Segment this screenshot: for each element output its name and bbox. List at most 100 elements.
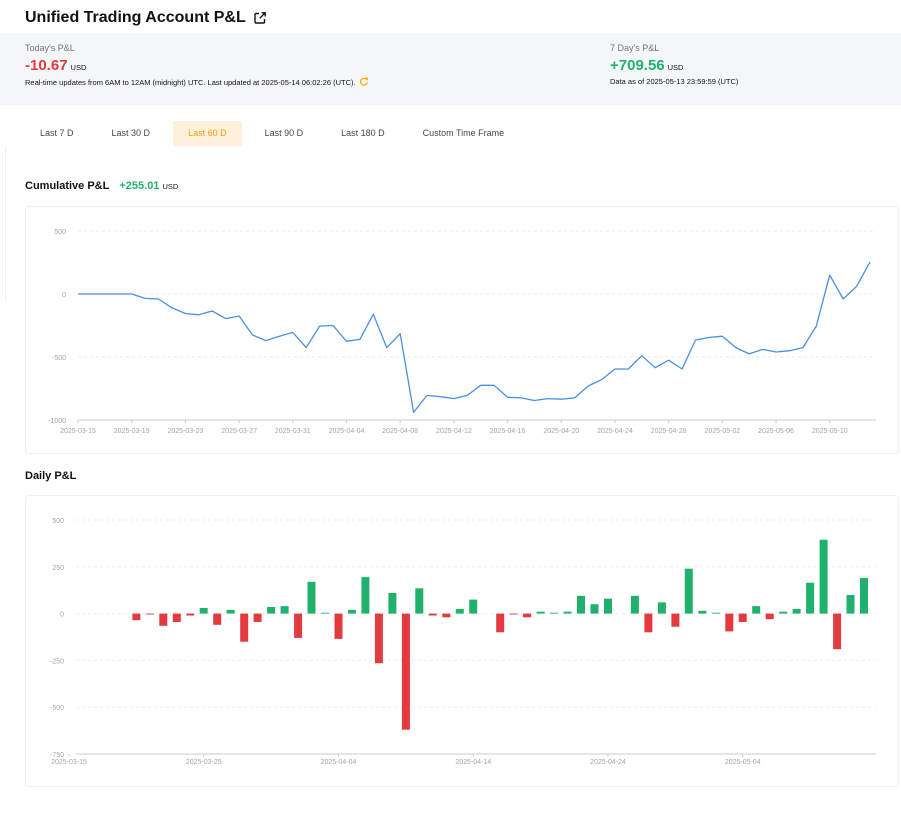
daily-pnl-bar xyxy=(536,611,545,614)
daily-pnl-bar xyxy=(226,609,235,614)
daily-y-tick-label: 0 xyxy=(60,612,64,619)
tab-last-180d[interactable]: Last 180 D xyxy=(341,128,385,138)
daily-pnl-bar xyxy=(577,595,585,614)
cum-x-tick-label: 2025-05-06 xyxy=(758,428,794,435)
daily-y-tick-label: -750 xyxy=(50,752,64,759)
daily-pnl-header: Daily P&L xyxy=(25,470,76,482)
time-range-tabs: Last 7 D Last 30 D Last 60 D Last 90 D L… xyxy=(25,121,527,146)
cum-x-tick-label: 2025-04-24 xyxy=(597,428,633,435)
daily-pnl-bar xyxy=(240,613,249,642)
seven-day-pnl-note: Data as of 2025-05-13 23:59:59 (UTC) xyxy=(610,77,739,86)
tab-last-60d[interactable]: Last 60 D xyxy=(173,121,242,146)
daily-x-tick-label: 2025-03-15 xyxy=(51,759,87,766)
daily-pnl-bar xyxy=(523,613,532,618)
daily-x-tick-label: 2025-04-14 xyxy=(455,759,491,766)
daily-pnl-bar xyxy=(442,613,451,618)
tab-custom-time-frame[interactable]: Custom Time Frame xyxy=(422,128,505,138)
daily-pnl-bar xyxy=(280,606,289,614)
daily-pnl-bar xyxy=(630,595,639,614)
daily-pnl-bar xyxy=(860,578,868,614)
cumulative-pnl-unit: USD xyxy=(162,182,179,191)
daily-pnl-bar xyxy=(159,613,168,626)
daily-pnl-bar xyxy=(725,613,734,632)
cum-y-tick-label: 0 xyxy=(62,292,66,299)
daily-pnl-bar xyxy=(644,613,653,633)
cum-x-tick-label: 2025-04-12 xyxy=(436,428,472,435)
daily-pnl-bar xyxy=(684,568,693,614)
daily-x-tick-label: 2025-04-24 xyxy=(590,759,626,766)
cum-x-tick-label: 2025-03-19 xyxy=(114,428,150,435)
seven-day-pnl-block: 7 Day's P&L +709.56 USD Data as of 2025-… xyxy=(610,43,738,86)
tab-last-90d[interactable]: Last 90 D xyxy=(264,128,304,138)
cum-x-tick-label: 2025-04-04 xyxy=(329,428,365,435)
daily-pnl-bar xyxy=(819,539,828,614)
daily-pnl-bar xyxy=(779,611,788,614)
daily-pnl-bar xyxy=(213,613,222,625)
daily-pnl-bar xyxy=(348,609,356,614)
cum-x-tick-label: 2025-03-23 xyxy=(167,428,203,435)
side-divider xyxy=(0,147,6,302)
cumulative-pnl-chart-panel: 500 0 -500 -1000 2025-03-15 2025-03-19 2025-03… xyxy=(25,206,899,454)
cumulative-pnl-value: +255.01 xyxy=(119,180,160,192)
daily-pnl-bar xyxy=(698,610,707,614)
daily-pnl-bar xyxy=(294,613,303,638)
todays-pnl-unit: USD xyxy=(70,63,87,72)
daily-pnl-bar xyxy=(307,581,316,614)
daily-pnl-bar xyxy=(806,582,815,614)
daily-pnl-chart-panel: 500 250 0 -250 -500 -750 2025-03-15 2025-03-25 2… xyxy=(25,495,899,787)
todays-pnl-value: -10.67 xyxy=(25,57,68,74)
daily-pnl-bar xyxy=(509,613,518,615)
daily-pnl-bar xyxy=(132,613,141,621)
daily-y-tick-label: 250 xyxy=(52,565,64,572)
daily-pnl-bar xyxy=(172,613,181,622)
page-title: Unified Trading Account P&L xyxy=(25,9,246,26)
update-note-text: Real-time updates from 6AM to 12AM (midn… xyxy=(25,77,356,87)
daily-pnl-title: Daily P&L xyxy=(25,470,77,482)
daily-pnl-bar xyxy=(199,608,208,614)
cum-y-tick-label: -500 xyxy=(52,355,66,362)
daily-pnl-bar xyxy=(550,612,559,614)
cumulative-pnl-title: Cumulative P&L xyxy=(25,180,110,192)
refresh-icon[interactable] xyxy=(359,77,369,87)
daily-pnl-bar xyxy=(765,613,774,620)
daily-y-tick-label: 500 xyxy=(52,518,64,525)
daily-pnl-bar xyxy=(738,613,747,622)
daily-pnl-bar xyxy=(846,594,855,614)
daily-pnl-bar xyxy=(469,599,478,614)
daily-pnl-bar xyxy=(374,613,383,664)
daily-pnl-bar xyxy=(361,577,370,614)
cum-x-tick-label: 2025-04-28 xyxy=(651,428,687,435)
tab-last-30d[interactable]: Last 30 D xyxy=(111,128,151,138)
daily-x-tick-label: 2025-03-25 xyxy=(186,759,222,766)
daily-pnl-bar xyxy=(752,606,761,614)
page-header: Unified Trading Account P&L xyxy=(25,6,267,30)
cum-y-tick-label: 500 xyxy=(54,229,66,236)
daily-pnl-bar xyxy=(496,613,505,633)
todays-pnl-label: Today's P&L xyxy=(25,43,75,53)
cum-x-tick-label: 2025-03-31 xyxy=(275,428,311,435)
daily-y-tick-label: -500 xyxy=(50,705,64,712)
cum-x-tick-label: 2025-03-15 xyxy=(60,428,96,435)
daily-pnl-bar xyxy=(792,608,801,614)
tab-last-7d[interactable]: Last 7 D xyxy=(40,128,74,138)
daily-pnl-bar xyxy=(321,612,329,614)
daily-pnl-bar xyxy=(401,613,410,730)
cumulative-pnl-line xyxy=(78,261,871,414)
daily-pnl-bar xyxy=(253,613,262,622)
external-link-icon[interactable] xyxy=(253,11,267,25)
seven-day-pnl-value: +709.56 xyxy=(610,57,665,74)
cum-x-tick-label: 2025-04-08 xyxy=(382,428,418,435)
daily-pnl-bar xyxy=(833,613,842,650)
daily-x-tick-label: 2025-04-04 xyxy=(321,759,357,766)
daily-pnl-bar xyxy=(711,612,720,614)
daily-pnl-bar xyxy=(590,604,599,614)
cum-x-tick-label: 2025-04-20 xyxy=(543,428,579,435)
daily-pnl-bar xyxy=(267,607,276,614)
cum-x-tick-label: 2025-04-16 xyxy=(490,428,526,435)
cum-x-tick-label: 2025-05-10 xyxy=(812,428,848,435)
daily-pnl-bar xyxy=(388,593,397,614)
daily-pnl-bar xyxy=(671,613,680,627)
daily-pnl-bar xyxy=(657,602,666,614)
cum-y-tick-label: -1000 xyxy=(48,418,66,425)
daily-pnl-bar xyxy=(186,613,195,616)
